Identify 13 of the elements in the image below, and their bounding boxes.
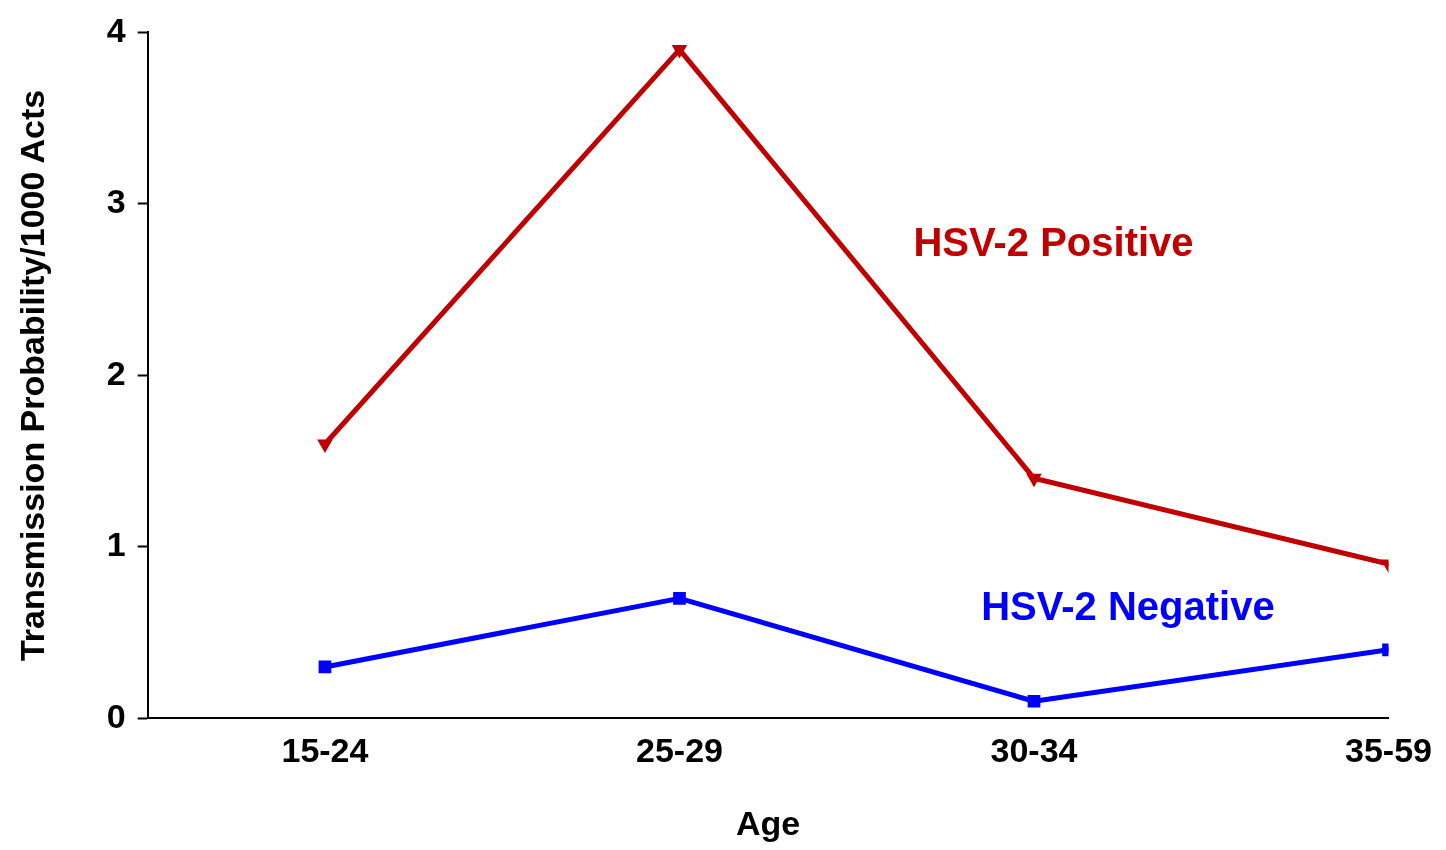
y-axis-title: Transmission Probability/1000 Acts: [12, 89, 51, 662]
y-tick-label: 2: [106, 353, 126, 392]
x-tick-label: 15-24: [281, 731, 369, 770]
y-tick-label: 4: [106, 10, 126, 49]
y-tick-label: 0: [106, 696, 126, 735]
x-tick-label: 35-59: [1345, 731, 1432, 770]
series-label: HSV-2 Negative: [981, 583, 1275, 628]
y-tick-label: 1: [106, 525, 126, 564]
x-axis-title: Age: [736, 803, 801, 842]
y-tick-label: 3: [106, 182, 126, 221]
x-tick-label: 30-34: [990, 731, 1078, 770]
series-label: HSV-2 Positive: [913, 220, 1194, 265]
x-tick-label: 25-29: [636, 731, 723, 770]
